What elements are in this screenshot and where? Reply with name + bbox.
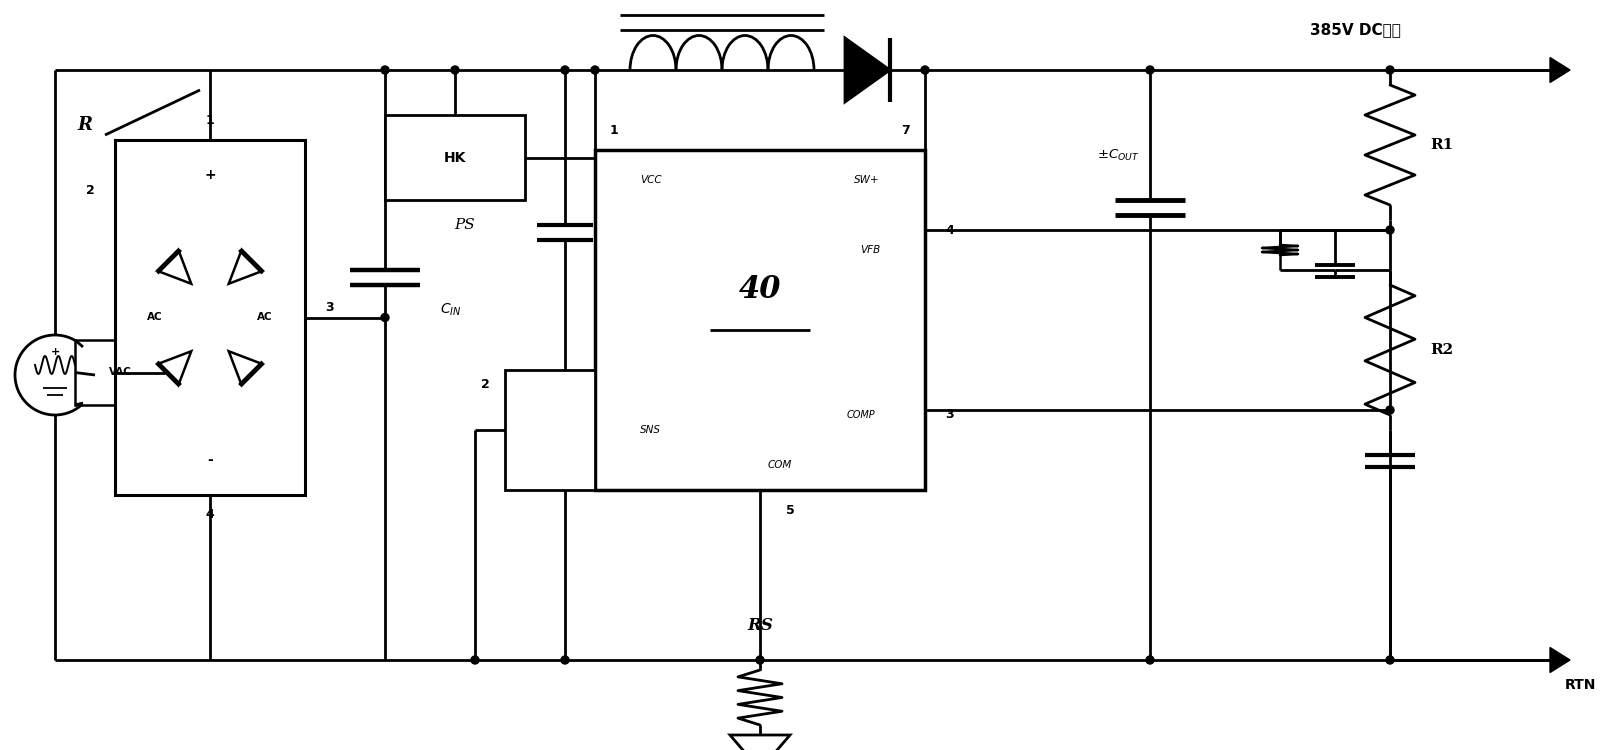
Bar xyxy=(385,115,524,200)
Text: +: + xyxy=(50,347,60,357)
Polygon shape xyxy=(229,351,263,386)
Circle shape xyxy=(451,66,459,74)
Text: 2: 2 xyxy=(482,379,490,392)
Circle shape xyxy=(562,656,570,664)
Circle shape xyxy=(591,66,599,74)
Text: 4: 4 xyxy=(206,509,214,521)
Circle shape xyxy=(1386,656,1394,664)
Text: HK: HK xyxy=(443,151,466,164)
Circle shape xyxy=(471,656,479,664)
Circle shape xyxy=(1386,406,1394,414)
Text: VAC: VAC xyxy=(109,368,131,377)
Text: 40: 40 xyxy=(738,274,781,305)
Text: VFB: VFB xyxy=(860,245,880,255)
Bar xyxy=(75,340,166,405)
Text: R2: R2 xyxy=(1430,343,1453,357)
Bar xyxy=(596,150,925,490)
Text: COMP: COMP xyxy=(846,410,875,420)
Polygon shape xyxy=(730,735,790,750)
Polygon shape xyxy=(157,351,192,386)
Text: SW+: SW+ xyxy=(854,175,880,185)
Bar xyxy=(505,370,596,490)
Text: PS: PS xyxy=(454,218,476,232)
Text: $C_{IN}$: $C_{IN}$ xyxy=(440,302,461,318)
Text: 3: 3 xyxy=(945,409,954,422)
Circle shape xyxy=(1386,66,1394,74)
Text: R: R xyxy=(78,116,93,134)
Text: $\pm C_{OUT}$: $\pm C_{OUT}$ xyxy=(1097,148,1139,163)
Polygon shape xyxy=(229,250,263,284)
Text: SNS: SNS xyxy=(639,425,661,435)
Text: +: + xyxy=(204,168,216,182)
Bar xyxy=(115,140,305,495)
Text: COM: COM xyxy=(768,460,792,470)
Text: 1: 1 xyxy=(610,124,618,136)
Text: R1: R1 xyxy=(1430,138,1453,152)
Text: 5: 5 xyxy=(786,503,794,517)
Text: RS: RS xyxy=(747,616,773,634)
Circle shape xyxy=(1146,66,1154,74)
Text: AC: AC xyxy=(148,313,162,322)
Text: VCC: VCC xyxy=(639,175,662,185)
Circle shape xyxy=(381,66,390,74)
Circle shape xyxy=(562,66,570,74)
Circle shape xyxy=(1386,226,1394,234)
Text: 385V DC总线: 385V DC总线 xyxy=(1310,22,1401,38)
Circle shape xyxy=(756,656,764,664)
Text: -: - xyxy=(208,453,213,467)
Text: 7: 7 xyxy=(901,124,911,136)
Text: 4: 4 xyxy=(945,224,954,236)
Text: 2: 2 xyxy=(86,184,96,196)
Polygon shape xyxy=(846,38,889,102)
Text: 3: 3 xyxy=(325,301,334,314)
Polygon shape xyxy=(157,250,192,284)
Polygon shape xyxy=(1550,58,1569,82)
Circle shape xyxy=(381,314,390,322)
Text: RTN: RTN xyxy=(1565,678,1597,692)
Text: AC: AC xyxy=(256,313,273,322)
Polygon shape xyxy=(1550,647,1569,673)
Text: 1: 1 xyxy=(206,113,214,127)
Circle shape xyxy=(1146,656,1154,664)
Circle shape xyxy=(920,66,928,74)
